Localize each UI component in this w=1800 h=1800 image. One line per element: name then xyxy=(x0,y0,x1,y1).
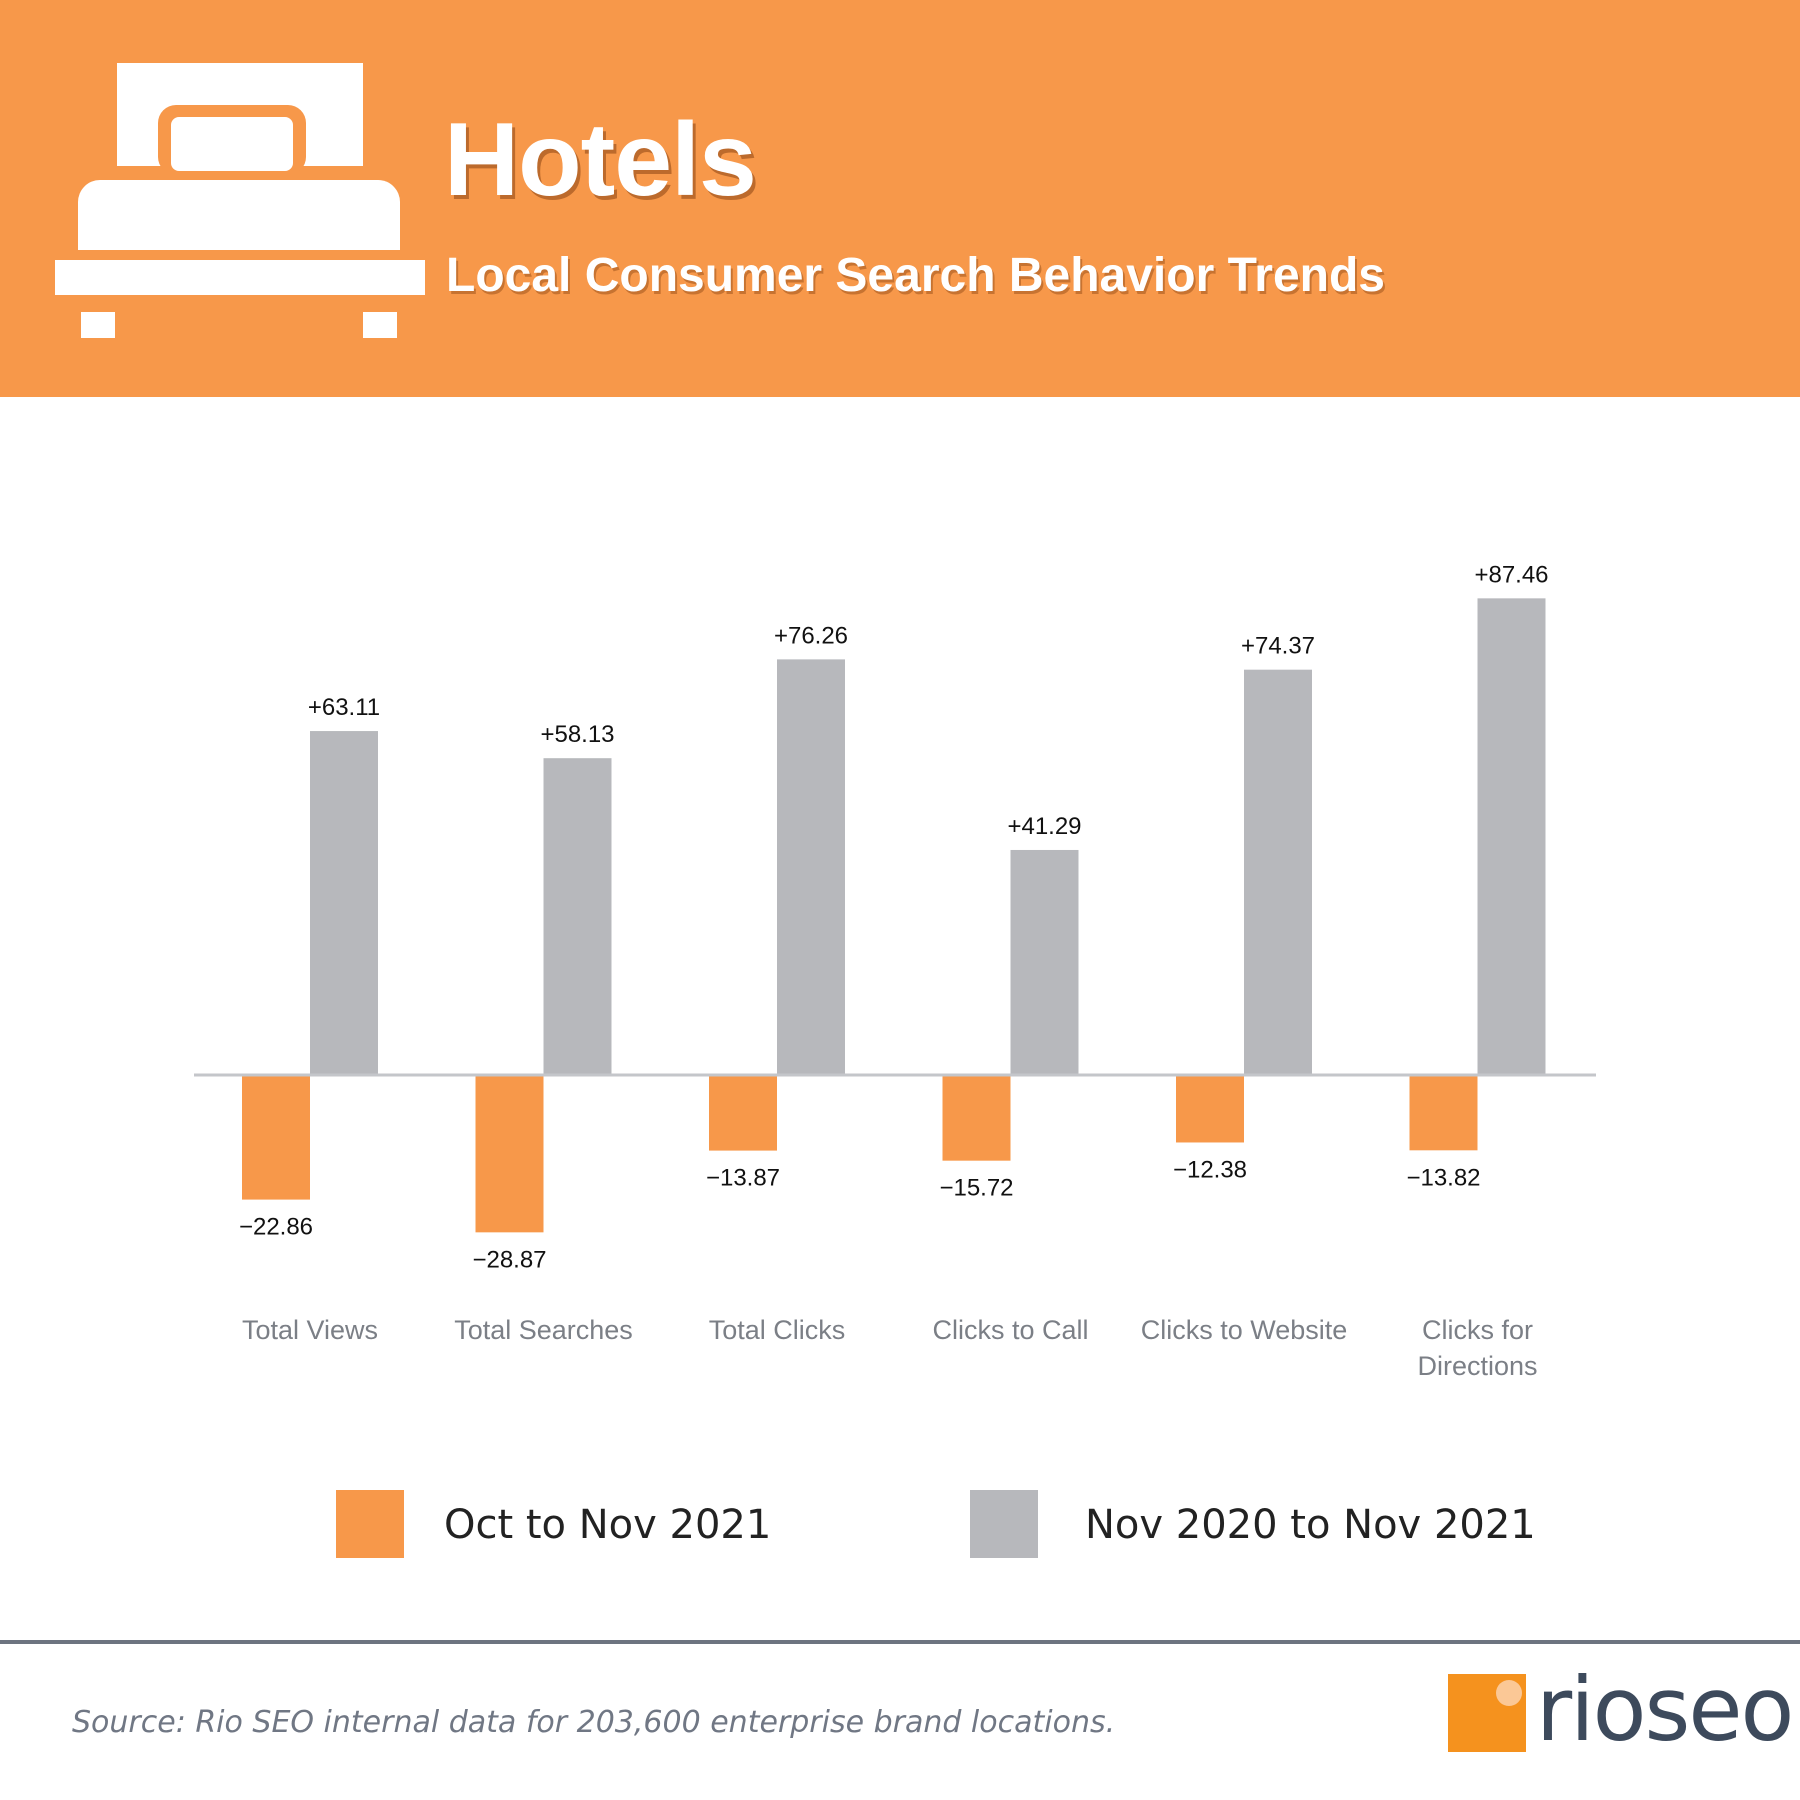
category-label: Total Clicks xyxy=(709,1315,846,1345)
bar-total-clicks-series-1 xyxy=(709,1075,777,1151)
bar-total-views-series-2 xyxy=(310,731,378,1075)
bar-clicks-for-directions-series-2 xyxy=(1477,598,1546,1075)
data-label: −12.38 xyxy=(1173,1156,1247,1183)
header-banner: Hotels Local Consumer Search Behavior Tr… xyxy=(0,0,1800,397)
data-label: +74.37 xyxy=(1241,633,1315,660)
bar-clicks-to-call-series-2 xyxy=(1010,849,1079,1075)
bar-clicks-to-call-series-1 xyxy=(942,1075,1011,1161)
bar-clicks-to-website-series-1 xyxy=(1176,1075,1244,1143)
legend-label: Oct to Nov 2021 xyxy=(444,1502,772,1548)
logo-wordmark: rioseo xyxy=(1536,1658,1794,1761)
chart-legend: Oct to Nov 2021 Nov 2020 to Nov 2021 xyxy=(0,1490,1800,1560)
rioseo-logo: rioseo xyxy=(1446,1666,1794,1772)
source-note: Source: Rio SEO internal data for 203,60… xyxy=(72,1705,1116,1740)
category-label: Total Views xyxy=(242,1315,378,1345)
bar-clicks-to-website-series-2 xyxy=(1244,669,1312,1075)
data-label: +41.29 xyxy=(1007,813,1081,840)
bed-icon xyxy=(55,63,425,338)
data-label: −15.72 xyxy=(939,1175,1013,1202)
legend-swatch-gray xyxy=(970,1490,1038,1558)
legend-label: Nov 2020 to Nov 2021 xyxy=(1085,1502,1536,1548)
bar-clicks-for-directions-series-1 xyxy=(1409,1075,1478,1151)
data-label: +87.46 xyxy=(1474,561,1548,588)
bar-total-clicks-series-2 xyxy=(777,659,845,1075)
data-label: +76.26 xyxy=(774,622,848,649)
logo-dot-icon xyxy=(1496,1680,1522,1706)
bar-total-views-series-1 xyxy=(242,1075,310,1200)
page-subtitle: Local Consumer Search Behavior Trends xyxy=(446,249,1385,302)
bar-chart: −22.86 +63.11 Total Views −28.87 +58.13 Total… xyxy=(194,561,1596,1381)
data-label: +58.13 xyxy=(540,721,614,748)
data-label: −28.87 xyxy=(472,1246,546,1273)
category-label: Total Searches xyxy=(454,1315,633,1345)
data-label: −22.86 xyxy=(239,1214,313,1241)
category-label: Clicks to Call xyxy=(932,1315,1088,1345)
category-label: Clicks to Website xyxy=(1141,1315,1348,1345)
footer-divider xyxy=(0,1640,1800,1644)
data-label: +63.11 xyxy=(308,694,380,721)
data-label: −13.82 xyxy=(1406,1164,1480,1191)
category-label: Clicks for Directions xyxy=(1417,1315,1537,1381)
data-label: −13.87 xyxy=(706,1165,780,1192)
legend-swatch-orange xyxy=(336,1490,404,1558)
bar-total-searches-series-1 xyxy=(475,1075,544,1233)
bar-total-searches-series-2 xyxy=(543,758,612,1075)
page-title: Hotels xyxy=(444,102,757,218)
